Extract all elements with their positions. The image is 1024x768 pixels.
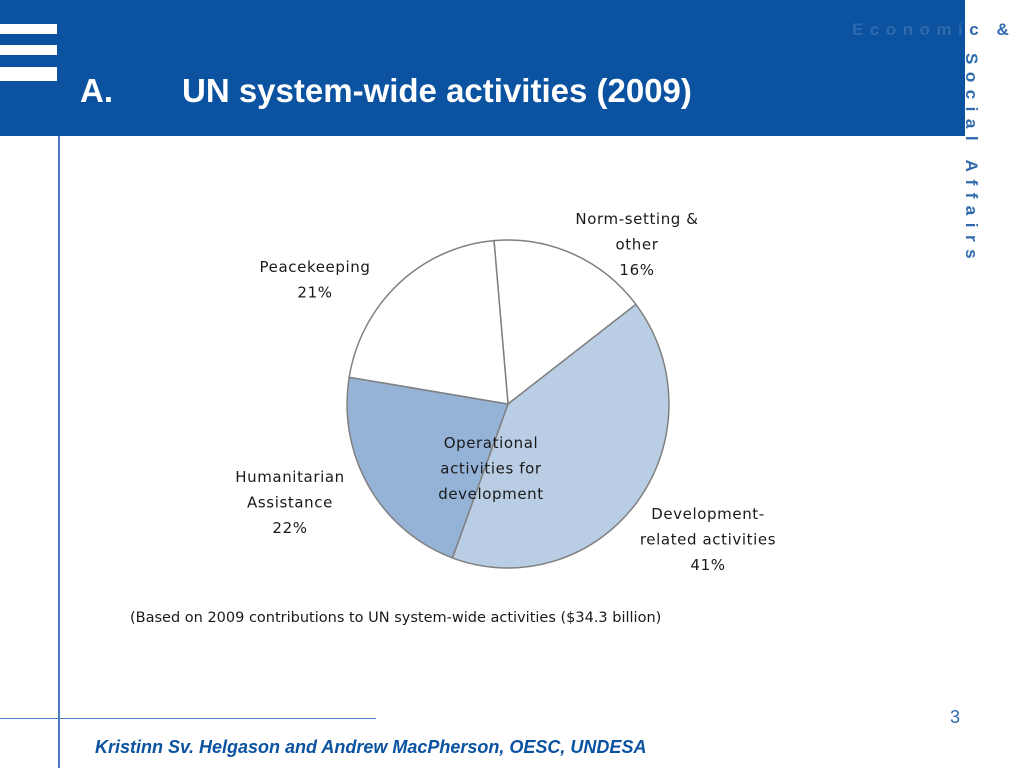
slice-label-line: Assistance: [247, 494, 333, 512]
header-band: A. UN system-wide activities (2009): [0, 0, 965, 136]
footer-rule: [0, 718, 376, 719]
slice-label-line: 41%: [690, 556, 725, 574]
pie-slice-norm-setting-other: [493, 239, 637, 406]
brand-line-economic: Economic &: [852, 20, 1016, 39]
slice-label-line: Peacekeeping: [260, 258, 371, 276]
slide-title: A. UN system-wide activities (2009): [80, 72, 692, 110]
slice-label-line: Development-: [651, 505, 765, 523]
slice-label-line: 22%: [272, 519, 307, 537]
operational-activities-annotation: Operational activities for development: [438, 434, 544, 503]
annotation-line: development: [438, 485, 544, 503]
chart-note: (Based on 2009 contributions to UN syste…: [130, 610, 661, 626]
annotation-line: activities for: [440, 460, 542, 478]
slice-label-4: Peacekeeping 21%: [260, 258, 371, 302]
slice-label-3: Humanitarian Assistance 22%: [235, 468, 345, 537]
left-rule: [58, 136, 60, 768]
slice-label-line: other: [616, 236, 659, 254]
pie-slice-humanitarian-assistance: [346, 376, 510, 559]
annotation-line: Operational: [444, 434, 539, 452]
slice-label-1: Norm-setting & other 16%: [575, 210, 698, 279]
footer-credit: Kristinn Sv. Helgason and Andrew MacPher…: [95, 737, 647, 757]
slice-label-2: Development-related activities 41%: [640, 505, 776, 574]
slice-label-line: Norm-setting &: [575, 210, 698, 228]
page-number: 3: [950, 707, 961, 727]
slice-label-line: 16%: [619, 261, 654, 279]
menu-bar-2: [0, 45, 57, 55]
slide-title-letter: A.: [80, 72, 113, 109]
pie-slice-peacekeeping: [348, 239, 509, 405]
slide-title-text: UN system-wide activities (2009): [182, 72, 692, 109]
menu-bar-1: [0, 24, 57, 34]
menu-bar-3: [0, 67, 57, 81]
slice-label-line: 21%: [297, 284, 332, 302]
slice-label-line: Humanitarian: [235, 468, 345, 486]
slice-label-line: related activities: [640, 531, 776, 549]
pie-slice-development-related-activities: [451, 303, 670, 569]
